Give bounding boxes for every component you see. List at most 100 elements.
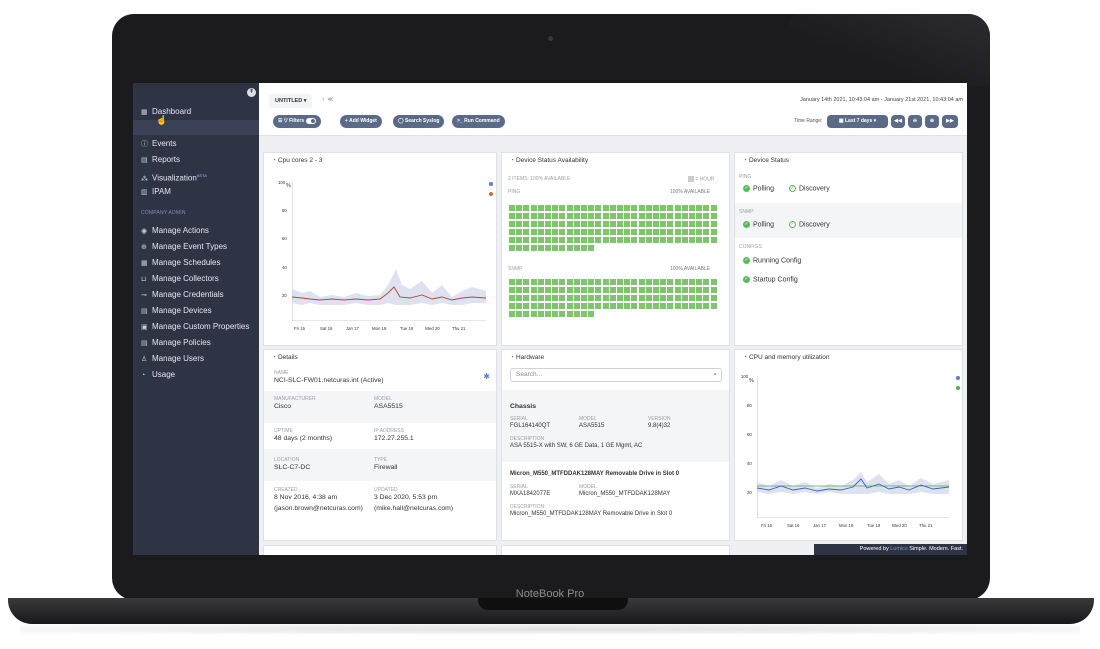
availability-cell[interactable] <box>509 279 515 285</box>
availability-cell[interactable] <box>710 295 717 301</box>
availability-cell[interactable] <box>667 213 674 219</box>
availability-cell[interactable] <box>674 279 681 285</box>
availability-cell[interactable] <box>509 213 515 219</box>
availability-cell[interactable] <box>681 279 688 285</box>
availability-cell[interactable] <box>703 303 710 309</box>
availability-cell[interactable] <box>581 303 587 309</box>
availability-cell[interactable] <box>645 221 652 227</box>
availability-cell[interactable] <box>689 205 695 211</box>
availability-cell[interactable] <box>516 295 523 301</box>
availability-cell[interactable] <box>581 213 587 219</box>
search-syslog-button[interactable]: ◯ Search Syslog <box>393 115 445 128</box>
availability-cell[interactable] <box>617 221 623 227</box>
availability-cell[interactable] <box>696 287 703 293</box>
availability-cell[interactable] <box>537 279 544 285</box>
availability-cell[interactable] <box>653 303 659 309</box>
availability-cell[interactable] <box>602 229 609 235</box>
availability-cell[interactable] <box>545 295 551 301</box>
hardware-search-input[interactable]: Search... ⌕ <box>510 368 722 382</box>
availability-cell[interactable] <box>602 287 609 293</box>
availability-cell[interactable] <box>581 245 587 251</box>
availability-cell[interactable] <box>516 205 523 211</box>
availability-cell[interactable] <box>566 237 573 243</box>
availability-cell[interactable] <box>653 237 659 243</box>
sidebar-item-ipam[interactable]: ▥ IPAM <box>133 184 259 199</box>
availability-cell[interactable] <box>638 213 645 219</box>
availability-cell[interactable] <box>523 303 530 309</box>
sidebar-item-manage-custom-properties[interactable]: ▣ Manage Custom Properties <box>133 319 259 334</box>
availability-cell[interactable] <box>696 295 703 301</box>
status-running-config[interactable]: ✓ Running Config <box>743 257 802 265</box>
availability-cell[interactable] <box>631 287 638 293</box>
availability-cell[interactable] <box>595 237 602 243</box>
sidebar-item-manage-policies[interactable]: ▤ Manage Policies <box>133 335 259 350</box>
availability-cell[interactable] <box>710 205 717 211</box>
availability-cell[interactable] <box>588 279 595 285</box>
availability-cell[interactable] <box>638 205 645 211</box>
availability-cell[interactable] <box>588 245 595 251</box>
zoom-in-button[interactable]: ⊕ <box>925 115 939 128</box>
availability-cell[interactable] <box>624 295 631 301</box>
availability-cell[interactable] <box>638 237 645 243</box>
availability-cell[interactable] <box>667 287 674 293</box>
availability-cell[interactable] <box>516 303 523 309</box>
availability-cell[interactable] <box>696 303 703 309</box>
availability-cell[interactable] <box>573 221 580 227</box>
availability-cell[interactable] <box>696 213 703 219</box>
util-legend-dot-1[interactable] <box>956 376 960 380</box>
sidebar-item-manage-actions[interactable]: ◉ Manage Actions <box>133 223 259 238</box>
availability-cell[interactable] <box>602 303 609 309</box>
availability-cell[interactable] <box>602 237 609 243</box>
availability-cell[interactable] <box>566 229 573 235</box>
availability-cell[interactable] <box>689 221 695 227</box>
rewind-button[interactable]: ◀◀ <box>891 115 905 128</box>
availability-cell[interactable] <box>710 303 717 309</box>
sidebar-item-dashboard[interactable]: ▦ Dashboard <box>133 104 259 119</box>
availability-cell[interactable] <box>595 287 602 293</box>
availability-cell[interactable] <box>710 221 717 227</box>
availability-cell[interactable] <box>523 279 530 285</box>
availability-cell[interactable] <box>523 287 530 293</box>
availability-cell[interactable] <box>660 205 667 211</box>
availability-cell[interactable] <box>530 213 537 219</box>
availability-cell[interactable] <box>602 221 609 227</box>
availability-cell[interactable] <box>703 205 710 211</box>
availability-cell[interactable] <box>674 205 681 211</box>
sidebar-item-manage-schedules[interactable]: ▦ Manage Schedules <box>133 255 259 270</box>
availability-cell[interactable] <box>566 245 573 251</box>
availability-cell[interactable] <box>595 295 602 301</box>
availability-cell[interactable] <box>667 303 674 309</box>
availability-cell[interactable] <box>660 279 667 285</box>
availability-cell[interactable] <box>573 229 580 235</box>
availability-cell[interactable] <box>537 245 544 251</box>
availability-cell[interactable] <box>545 279 551 285</box>
availability-cell[interactable] <box>581 287 587 293</box>
availability-cell[interactable] <box>638 229 645 235</box>
availability-cell[interactable] <box>667 205 674 211</box>
availability-cell[interactable] <box>559 221 566 227</box>
availability-cell[interactable] <box>509 311 515 317</box>
availability-cell[interactable] <box>530 303 537 309</box>
availability-cell[interactable] <box>645 295 652 301</box>
availability-cell[interactable] <box>537 205 544 211</box>
availability-cell[interactable] <box>609 229 616 235</box>
availability-cell[interactable] <box>667 229 674 235</box>
availability-cell[interactable] <box>710 279 717 285</box>
availability-cell[interactable] <box>703 213 710 219</box>
availability-cell[interactable] <box>617 295 623 301</box>
sidebar-item-manage-users[interactable]: ♙ Manage Users <box>133 351 259 366</box>
availability-cell[interactable] <box>552 245 559 251</box>
availability-cell[interactable] <box>559 287 566 293</box>
availability-cell[interactable] <box>667 221 674 227</box>
availability-cell[interactable] <box>530 245 537 251</box>
powered-by-brand[interactable]: Lumics <box>890 546 908 552</box>
availability-cell[interactable] <box>645 279 652 285</box>
availability-cell[interactable] <box>595 303 602 309</box>
availability-cell[interactable] <box>609 279 616 285</box>
availability-cell[interactable] <box>581 229 587 235</box>
availability-cell[interactable] <box>581 205 587 211</box>
zoom-out-button[interactable]: ⊖ <box>908 115 922 128</box>
availability-cell[interactable] <box>645 205 652 211</box>
availability-cell[interactable] <box>566 205 573 211</box>
availability-cell[interactable] <box>523 245 530 251</box>
